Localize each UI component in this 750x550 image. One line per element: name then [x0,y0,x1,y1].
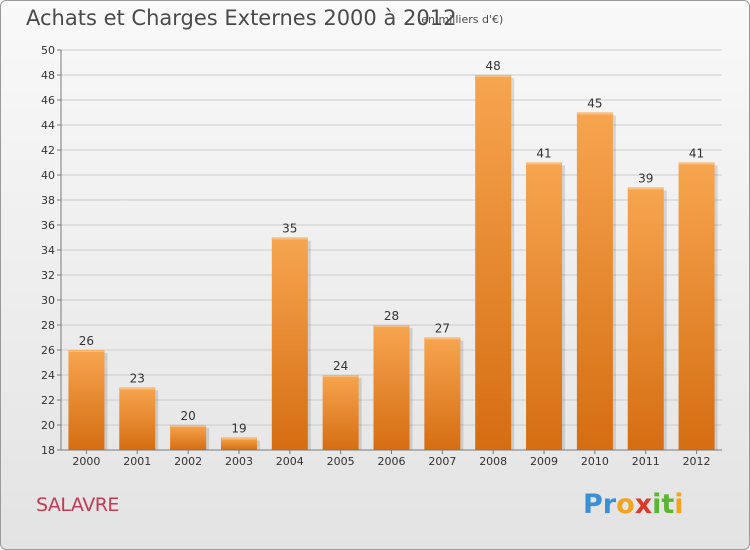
bar-highlight [374,325,409,327]
bar [220,437,257,450]
y-tick-label: 28 [41,319,55,332]
bar-highlight [628,188,664,190]
y-tick-label: 42 [41,144,55,157]
data-label: 48 [486,59,501,73]
x-tick-label: 2009 [530,455,558,468]
y-tick-label: 36 [41,219,55,232]
data-label: 28 [384,309,399,323]
chart-subtitle: (en milliers d'€) [417,13,504,26]
x-tick-label: 2012 [683,455,711,468]
x-tick-label: 2002 [174,455,202,468]
y-tick-label: 18 [41,444,55,457]
brand-logo-letter: i [674,489,684,520]
data-label: 39 [638,172,653,186]
data-label: 20 [180,409,195,423]
chart-title: Achats et Charges Externes 2000 à 2012 [26,6,457,30]
bar-highlight [323,375,359,377]
y-tick-label: 32 [41,269,55,282]
x-tick-label: 2007 [428,455,456,468]
y-tick-label: 20 [41,419,55,432]
bar [475,75,512,450]
data-label: 41 [689,147,704,161]
y-tick-label: 26 [41,344,55,357]
x-tick-label: 2003 [225,455,253,468]
brand-logo: Proxiti [583,489,684,520]
bar [526,162,563,450]
y-tick-label: 24 [41,369,55,382]
x-tick-label: 2010 [581,455,609,468]
bar-highlight [577,113,613,115]
x-tick-label: 2001 [123,455,151,468]
data-label: 26 [79,334,94,348]
data-label: 23 [130,372,145,386]
data-label: 35 [282,222,297,236]
bar [424,337,461,450]
data-label: 24 [333,359,348,373]
bar-highlight [272,238,308,240]
y-tick-label: 34 [41,244,55,257]
bar-highlight [170,425,206,427]
x-tick-label: 2005 [327,455,355,468]
axes: 18 20 22 24 26 28 30 32 34 36 38 40 42 44 46 48 50 2000 20… [41,44,722,468]
y-tick-label: 22 [41,394,55,407]
bars [68,75,718,450]
place-label: SALAVRE [36,494,119,516]
bar [119,387,156,450]
x-tick-label: 2008 [479,455,507,468]
brand-logo-letter: i [652,489,662,520]
bar [678,162,715,450]
bar [68,350,105,450]
bar-highlight [526,163,562,165]
bar [373,325,410,450]
y-tick-label: 48 [41,69,55,82]
data-label: 41 [536,147,551,161]
bar [576,112,613,450]
bar-highlight [679,163,715,165]
labels: 26 23 20 19 35 24 28 27 48 41 45 39 41 [79,59,704,436]
y-tick-label: 38 [41,194,55,207]
bar [170,425,207,450]
x-tick-label: 2011 [632,455,660,468]
data-label: 27 [435,322,450,336]
x-tick-label: 2004 [276,455,304,468]
y-tick-label: 40 [41,169,55,182]
data-label: 45 [587,97,602,111]
brand-logo-letter: t [661,489,675,520]
brand-logo-letter: o [616,489,635,520]
brand-logo-letter: P [583,489,603,520]
brand-logo-letter: r [602,489,617,520]
bar [271,237,308,450]
bar-highlight [119,388,155,390]
y-tick-label: 50 [41,44,55,57]
bar [627,187,664,450]
y-tick-label: 44 [41,119,55,132]
brand-logo-letter: x [634,489,653,520]
bar [322,375,359,450]
y-tick-label: 30 [41,294,55,307]
bar-highlight [221,438,257,440]
bar-highlight [475,75,511,77]
data-label: 19 [231,422,246,436]
bar-highlight [424,338,460,340]
bar-highlight [68,350,104,352]
y-tick-label: 46 [41,94,55,107]
x-tick-label: 2006 [378,455,406,468]
x-tick-label: 2000 [72,455,100,468]
